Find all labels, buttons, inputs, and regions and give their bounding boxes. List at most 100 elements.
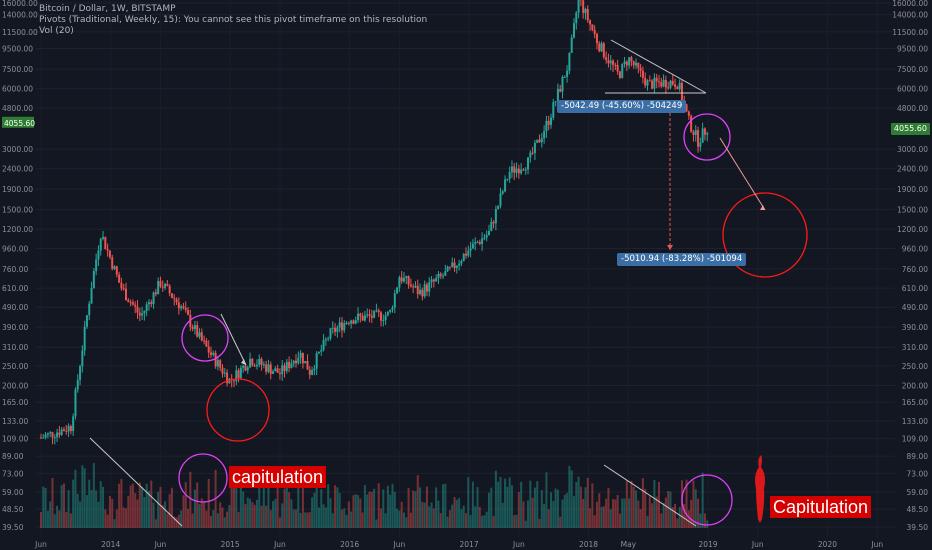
volume-bar: [508, 477, 511, 528]
volume-bar: [350, 511, 353, 528]
candle-body: [62, 429, 65, 431]
circle-2018-volume: [681, 474, 733, 526]
volume-bar: [393, 491, 396, 528]
volume-bar: [357, 495, 360, 528]
volume-bar: [76, 493, 79, 528]
legend-vol: Vol (20): [39, 26, 74, 36]
volume-bar: [251, 502, 254, 528]
volume-bar: [563, 494, 566, 528]
candle-body: [389, 309, 392, 313]
volume-bar: [545, 472, 548, 528]
volume-bar: [228, 504, 231, 528]
price-tick-label: 7500.00: [897, 65, 928, 74]
volume-bar: [517, 492, 520, 528]
volume-bar: [398, 510, 401, 528]
price-tick-label-left: 6000.00: [2, 85, 33, 94]
candle-body: [471, 243, 474, 249]
candle-body: [402, 277, 405, 282]
measure-label-2[interactable]: -5010.94 (-83.28%) -501094: [617, 253, 747, 266]
volume-bar: [635, 490, 638, 528]
candle-body: [612, 60, 615, 65]
candle-body: [568, 52, 571, 71]
volume-bar: [161, 505, 164, 528]
volume-bar: [612, 498, 615, 528]
candle-body: [363, 315, 366, 321]
candle-body: [678, 82, 681, 90]
candle-body: [616, 65, 619, 72]
candle-body: [108, 250, 111, 258]
candle-body: [177, 302, 180, 309]
measure-label-1[interactable]: -5042.49 (-45.60%) -504249: [557, 100, 687, 113]
volume-bar: [669, 491, 672, 528]
price-tick-label: 73.00: [907, 469, 929, 478]
volume-bar: [428, 506, 431, 528]
candle-body: [412, 286, 415, 288]
candle-body: [651, 80, 654, 89]
candle-body: [212, 352, 215, 355]
volume-bar: [283, 488, 286, 528]
candle-body: [591, 24, 594, 30]
time-tick-label: 2017: [460, 540, 479, 549]
volume-bar: [347, 501, 350, 528]
volume-bar: [191, 513, 194, 528]
arrow-head: [241, 359, 246, 365]
candle-body: [147, 302, 150, 305]
candle-body: [680, 82, 683, 101]
volume-bar: [246, 497, 249, 528]
volume-bar: [550, 492, 553, 528]
candle-body: [462, 253, 465, 262]
candle-body: [95, 259, 98, 272]
candle-body: [53, 437, 56, 439]
volume-bar: [92, 462, 95, 528]
volume-bar: [506, 486, 509, 528]
volume-bar: [579, 486, 582, 528]
candle-body: [232, 380, 235, 382]
volume-bar: [504, 478, 507, 528]
candle-body: [301, 352, 304, 364]
candle-body: [340, 322, 343, 331]
candle-body: [308, 369, 311, 375]
volume-bar: [423, 502, 426, 528]
volume-bar: [299, 512, 302, 528]
volume-bar: [373, 488, 376, 528]
arrow-head: [667, 245, 673, 250]
candle-body: [361, 315, 364, 321]
arrow-head: [760, 205, 765, 210]
price-tick-label: 16000.00: [892, 0, 928, 8]
candle-body: [648, 80, 651, 82]
volume-bar: [210, 516, 213, 528]
chart-legend: Bitcoin / Dollar, 1W, BITSTAMP Pivots (T…: [39, 4, 427, 37]
volume-bar: [655, 496, 658, 528]
volume-axis: 133.00 109.00 89.00 73.00 59.00 48.50 39.50 160…: [2, 0, 38, 532]
volume-bar: [554, 488, 557, 528]
volume-bar: [170, 487, 173, 528]
candle-body: [582, 0, 585, 13]
candle-body: [600, 43, 603, 52]
candle-body: [425, 284, 428, 292]
volume-bar: [311, 497, 314, 528]
volume-bar: [239, 472, 242, 528]
candle-body: [533, 142, 536, 154]
price-tick-label-left: 200.00: [2, 381, 28, 390]
candle-body: [474, 242, 477, 244]
candle-body: [244, 365, 247, 371]
candle-body: [595, 33, 598, 44]
candle-body: [92, 271, 95, 289]
price-tick-label: 1200.00: [897, 225, 928, 234]
volume-bar: [419, 487, 422, 528]
time-tick-label: Jun: [870, 540, 883, 549]
volume-bar: [568, 465, 571, 528]
volume-bar: [529, 480, 532, 528]
time-tick-label: Jun: [751, 540, 764, 549]
projection-arrow: [719, 137, 766, 211]
price-tick-label: 39.50: [907, 523, 929, 532]
candle-body: [292, 360, 295, 364]
candle-body: [196, 325, 199, 337]
volume-bar: [345, 514, 348, 528]
candle-body: [161, 286, 164, 288]
candle-body: [483, 237, 486, 239]
candle-body: [283, 365, 286, 372]
candle-body: [409, 284, 412, 287]
current-price-tag: 4055.60: [890, 123, 930, 135]
